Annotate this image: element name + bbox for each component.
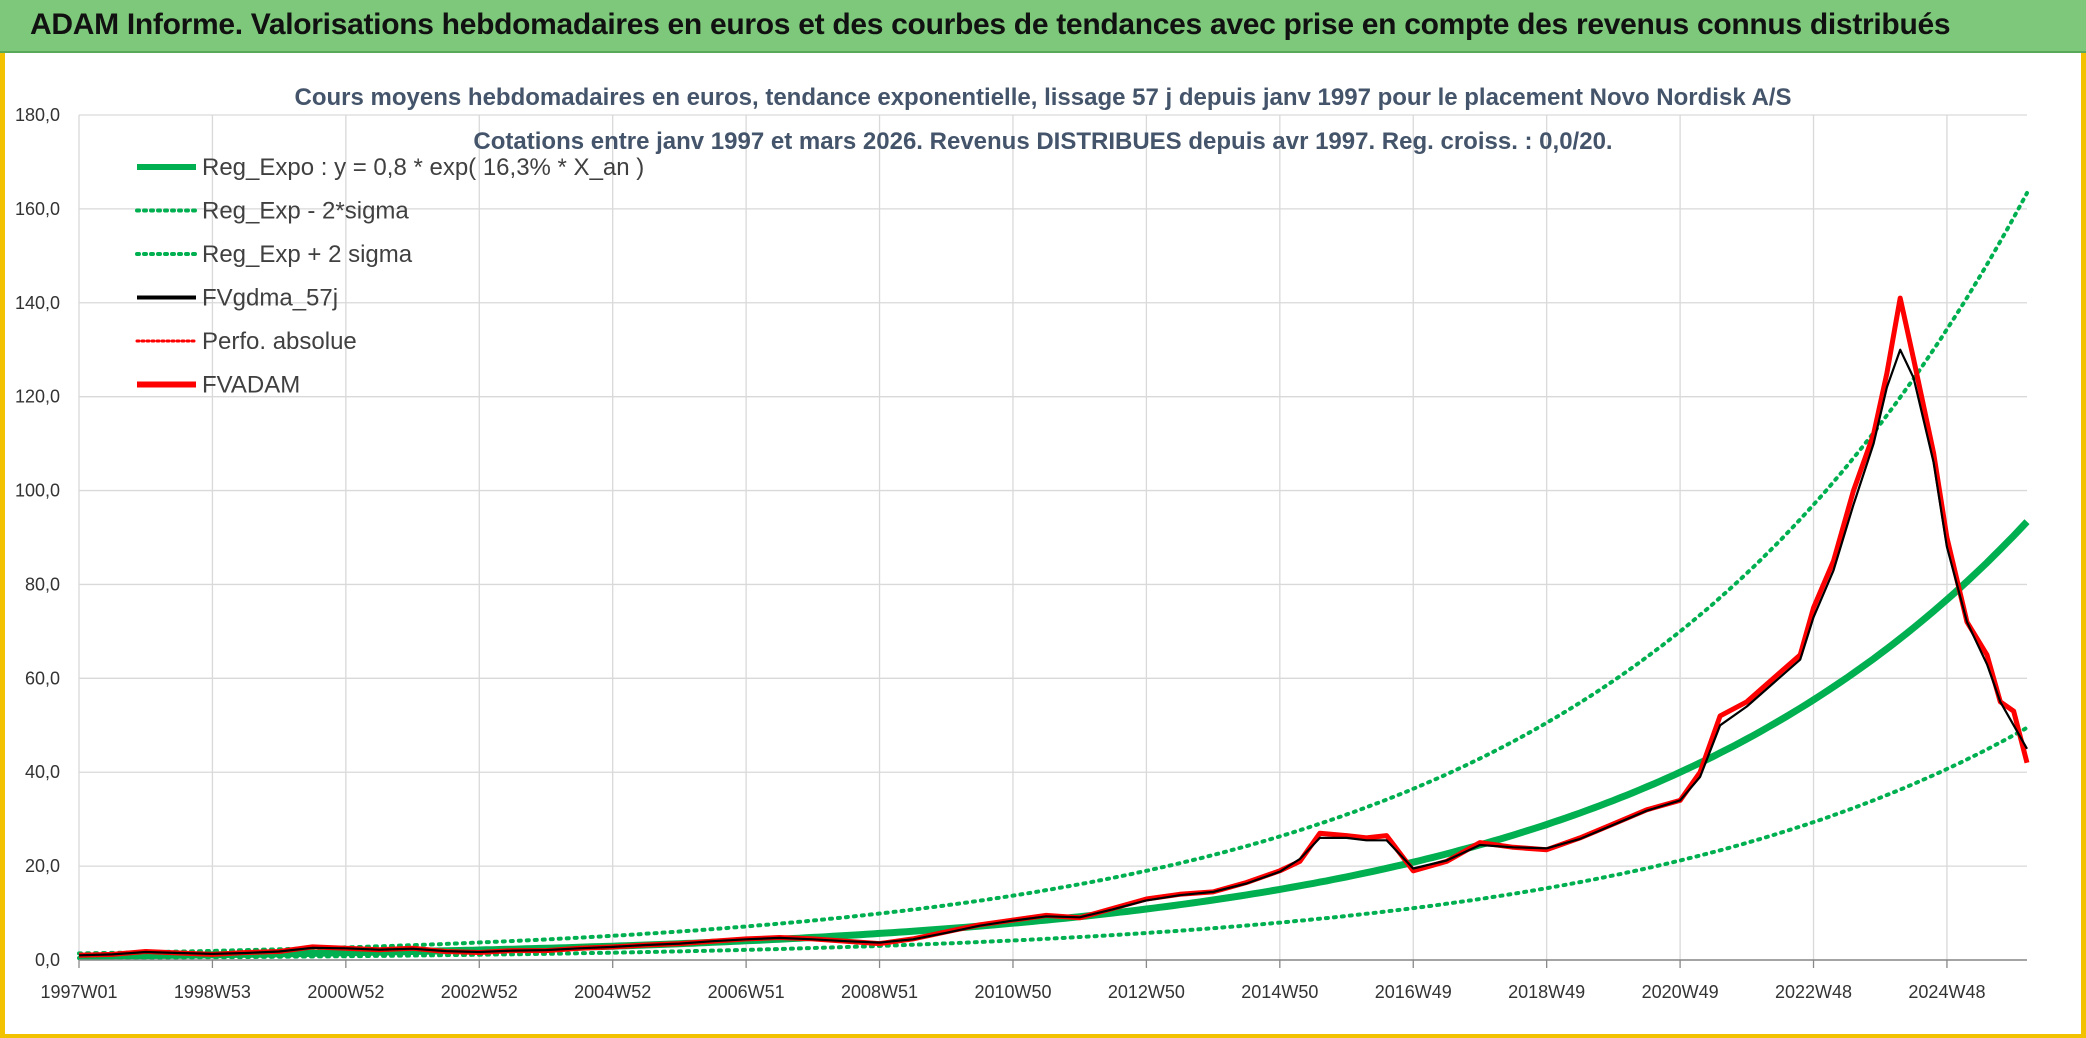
x-tick-label: 2020W49 [1642, 982, 1719, 1002]
chart-title-line-1: Cours moyens hebdomadaires en euros, ten… [295, 84, 1792, 111]
legend-label: Reg_Exp + 2 sigma [202, 241, 413, 268]
y-tick-label: 160,0 [15, 199, 60, 219]
reg-exp-minus-2-sigma-curve [77, 725, 2029, 960]
x-tick-label: 2002W52 [441, 982, 518, 1002]
legend-label: Reg_Exp - 2*sigma [202, 198, 409, 225]
y-tick-label: 40,0 [25, 762, 60, 782]
curves [77, 191, 2030, 960]
x-tick-label: 2024W48 [1908, 982, 1985, 1002]
x-tick-label: 2012W50 [1108, 982, 1185, 1002]
x-tick-label: 2006W51 [708, 982, 785, 1002]
chart-area: 0,0 20,0 40,0 60,0 80,0 100,0 120,0 140,0 160,0 1… [15, 84, 2030, 1002]
fvgdma-57j-line [78, 348, 2028, 957]
legend-label: Reg_Expo : y = 0,8 * exp( 16,3% * X_an ) [202, 154, 644, 181]
y-tick-label: 100,0 [15, 481, 60, 501]
x-tick-label: 2014W50 [1241, 982, 1318, 1002]
grid [78, 114, 2027, 961]
header-bar: ADAM Informe. Valorisations hebdomadaire… [0, 0, 2086, 53]
x-tick-label: 2008W51 [841, 982, 918, 1002]
axes: 0,0 20,0 40,0 60,0 80,0 100,0 120,0 140,0 160,0 1… [15, 105, 2027, 1002]
x-tick-label: 1998W53 [174, 982, 251, 1002]
x-tick-label: 2000W52 [307, 982, 384, 1002]
x-tick-label: 2010W50 [974, 982, 1051, 1002]
x-tick-label: 2022W48 [1775, 982, 1852, 1002]
legend-label: Perfo. absolue [202, 328, 357, 355]
y-tick-label: 80,0 [25, 574, 60, 594]
reg-exp-plus-2-sigma-curve [77, 191, 2029, 956]
y-tick-label: 0,0 [35, 950, 60, 970]
y-tick-label: 120,0 [15, 387, 60, 407]
y-tick-label: 60,0 [25, 668, 60, 688]
x-tick-label: 2004W52 [574, 982, 651, 1002]
legend-label: FVgdma_57j [202, 285, 338, 312]
bottom-frame-border [0, 1034, 2086, 1038]
chart-title-line-2: Cotations entre janv 1997 et mars 2026. … [473, 128, 1612, 155]
y-tick-label: 140,0 [15, 293, 60, 313]
x-tick-label: 2016W49 [1375, 982, 1452, 1002]
legend: Reg_Expo : y = 0,8 * exp( 16,3% * X_an )… [135, 154, 644, 399]
left-frame-border [0, 50, 5, 1038]
y-tick-label: 20,0 [25, 856, 60, 876]
y-tick-label: 180,0 [15, 105, 60, 125]
right-frame-border [2081, 50, 2086, 1038]
x-tick-label: 1997W01 [40, 982, 117, 1002]
legend-label: FVADAM [202, 372, 300, 399]
report-title: ADAM Informe. Valorisations hebdomadaire… [30, 8, 1951, 41]
x-tick-label: 2018W49 [1508, 982, 1585, 1002]
